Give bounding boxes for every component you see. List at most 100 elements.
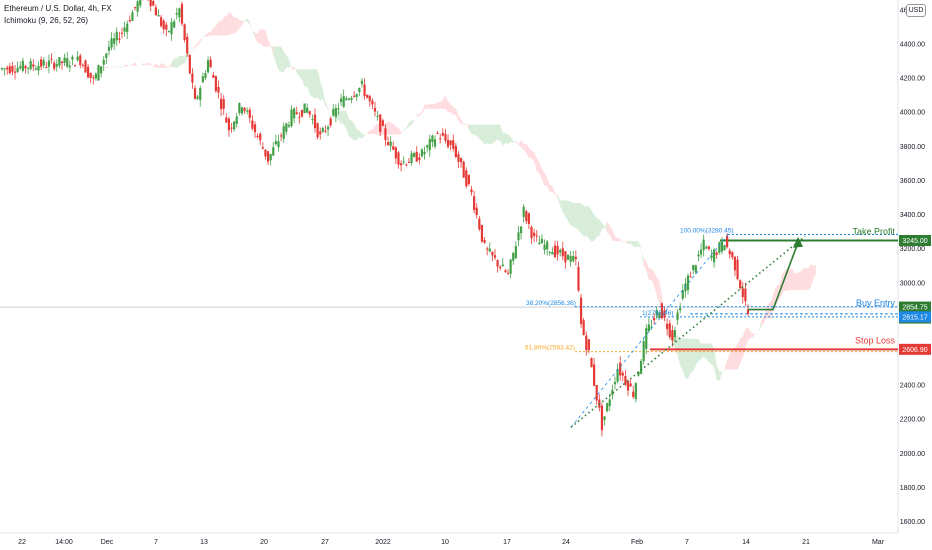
cloud-segment <box>440 99 443 109</box>
candle-body <box>240 107 244 114</box>
candle-body <box>6 67 9 70</box>
cloud-segment <box>734 344 738 370</box>
cloud-segment <box>236 17 240 32</box>
cloud-segment <box>643 258 647 270</box>
cloud-segment <box>628 241 631 245</box>
candle-body <box>105 53 108 58</box>
candle-body <box>3 68 6 70</box>
candle-body <box>650 326 653 328</box>
cloud-segment <box>320 81 323 101</box>
candle-body <box>100 66 103 74</box>
candle-body <box>58 57 61 66</box>
cloud-segment <box>544 172 548 187</box>
candle-body <box>345 98 348 100</box>
cloud-segment <box>638 241 642 250</box>
cloud-segment <box>737 338 741 370</box>
candle-body <box>329 118 332 126</box>
y-tick-label: 4000.00 <box>900 110 925 117</box>
ichimoku-cloud <box>69 12 816 382</box>
candle-body <box>386 142 390 146</box>
cloud-segment <box>215 21 219 36</box>
candle-body <box>629 383 632 387</box>
candle-body <box>676 312 679 320</box>
cloud-segment <box>476 124 480 139</box>
y-tick-label: 1600.00 <box>900 519 925 526</box>
candle-body <box>206 60 210 73</box>
candle-body <box>681 290 684 299</box>
candle-body <box>319 131 322 135</box>
cloud-segment <box>591 210 595 242</box>
candle-body <box>128 20 131 22</box>
cloud-segment <box>388 121 391 135</box>
candle-body <box>723 245 726 251</box>
candle-body <box>582 320 585 336</box>
candle-body <box>308 111 311 115</box>
candle-body <box>13 71 17 73</box>
cloud-segment <box>807 264 811 290</box>
cloud-segment <box>140 63 143 66</box>
cloud-segment <box>560 200 563 213</box>
candle-body <box>671 330 674 341</box>
y-tick-label: 4200.00 <box>900 76 925 83</box>
candle-body <box>123 27 126 32</box>
candle-body <box>279 135 283 137</box>
cloud-segment <box>270 45 274 56</box>
candle-body <box>73 65 77 67</box>
cloud-segment <box>361 133 365 140</box>
candle-body <box>519 226 523 234</box>
candle-body <box>399 163 403 166</box>
cloud-segment <box>265 30 269 47</box>
candle-body <box>120 32 124 34</box>
cloud-segment <box>688 338 691 379</box>
candle-body <box>692 264 695 271</box>
candle-body <box>619 362 622 376</box>
candle-body <box>637 371 640 376</box>
candle-body <box>501 264 504 267</box>
currency-badge[interactable]: USD <box>906 4 926 17</box>
cloud-segment <box>489 124 493 145</box>
candle-body <box>699 249 703 255</box>
candle-body <box>337 108 340 110</box>
cloud-segment <box>257 28 261 44</box>
cloud-segment <box>763 306 767 323</box>
candle-body <box>744 288 747 302</box>
candle-body <box>535 235 538 237</box>
cloud-segment <box>448 101 451 113</box>
cloud-segment <box>351 120 355 141</box>
cloud-segment <box>596 217 600 238</box>
candle-body <box>548 251 551 253</box>
cloud-segment <box>218 20 222 36</box>
candle-body <box>373 107 377 112</box>
cloud-segment <box>359 130 362 140</box>
cloud-segment <box>523 143 527 154</box>
candle-body <box>436 132 439 134</box>
cloud-segment <box>132 62 136 66</box>
candle-body <box>277 141 280 148</box>
candle-body <box>728 250 731 255</box>
y-tick-label: 3000.00 <box>900 280 925 287</box>
cloud-segment <box>505 132 509 144</box>
candle-body <box>467 175 471 184</box>
cloud-segment <box>286 55 289 68</box>
cloud-segment <box>557 194 561 206</box>
candle-body <box>355 94 358 98</box>
cloud-segment <box>554 192 558 199</box>
cloud-segment <box>758 321 762 334</box>
cloud-segment <box>622 241 626 243</box>
cloud-segment <box>620 238 623 243</box>
cloud-segment <box>497 124 501 141</box>
candle-body <box>358 87 361 93</box>
candle-body <box>201 76 204 83</box>
cloud-segment <box>103 66 107 68</box>
y-tick-label: 3800.00 <box>900 144 925 151</box>
cloud-segment <box>719 371 722 382</box>
cloud-segment <box>291 66 295 70</box>
cloud-segment <box>633 241 636 248</box>
cloud-segment <box>200 37 203 43</box>
cloud-segment <box>414 114 417 122</box>
cloud-segment <box>455 108 459 121</box>
candle-body <box>606 403 609 412</box>
cloud-segment <box>656 276 660 305</box>
cloud-segment <box>148 62 151 66</box>
